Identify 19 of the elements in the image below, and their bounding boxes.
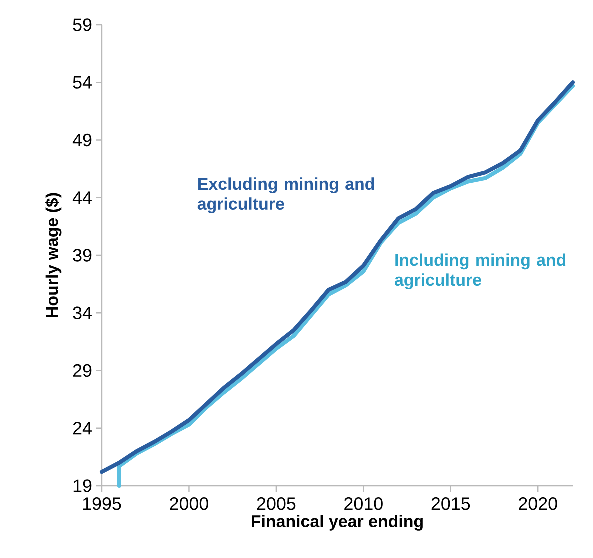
x-tick-label: 2005 [257,498,296,510]
x-tick-label: 1995 [83,498,122,510]
y-tick-label: 54 [73,76,92,89]
x-tick-label: 2015 [432,498,470,510]
y-tick-label: 19 [74,480,92,492]
x-axis-title: Finanical year ending [252,515,423,531]
y-tick-label: 59 [73,18,92,32]
y-tick-label: 24 [73,422,92,435]
y-axis-title: Hourly wage ($) [46,193,62,318]
series-label: Excluding mining and agriculture [198,178,374,214]
x-tick-label: 2010 [344,498,383,510]
x-tick-label: 2000 [170,498,208,510]
y-tick-label: 34 [73,306,92,320]
y-tick-label: 44 [72,192,92,204]
y-tick-label: 29 [73,364,92,378]
y-tick-label: 39 [73,249,92,262]
x-tick-label: 2020 [519,498,558,510]
series-label: Including mining and agriculture [395,254,566,290]
y-tick-label: 49 [72,134,92,147]
